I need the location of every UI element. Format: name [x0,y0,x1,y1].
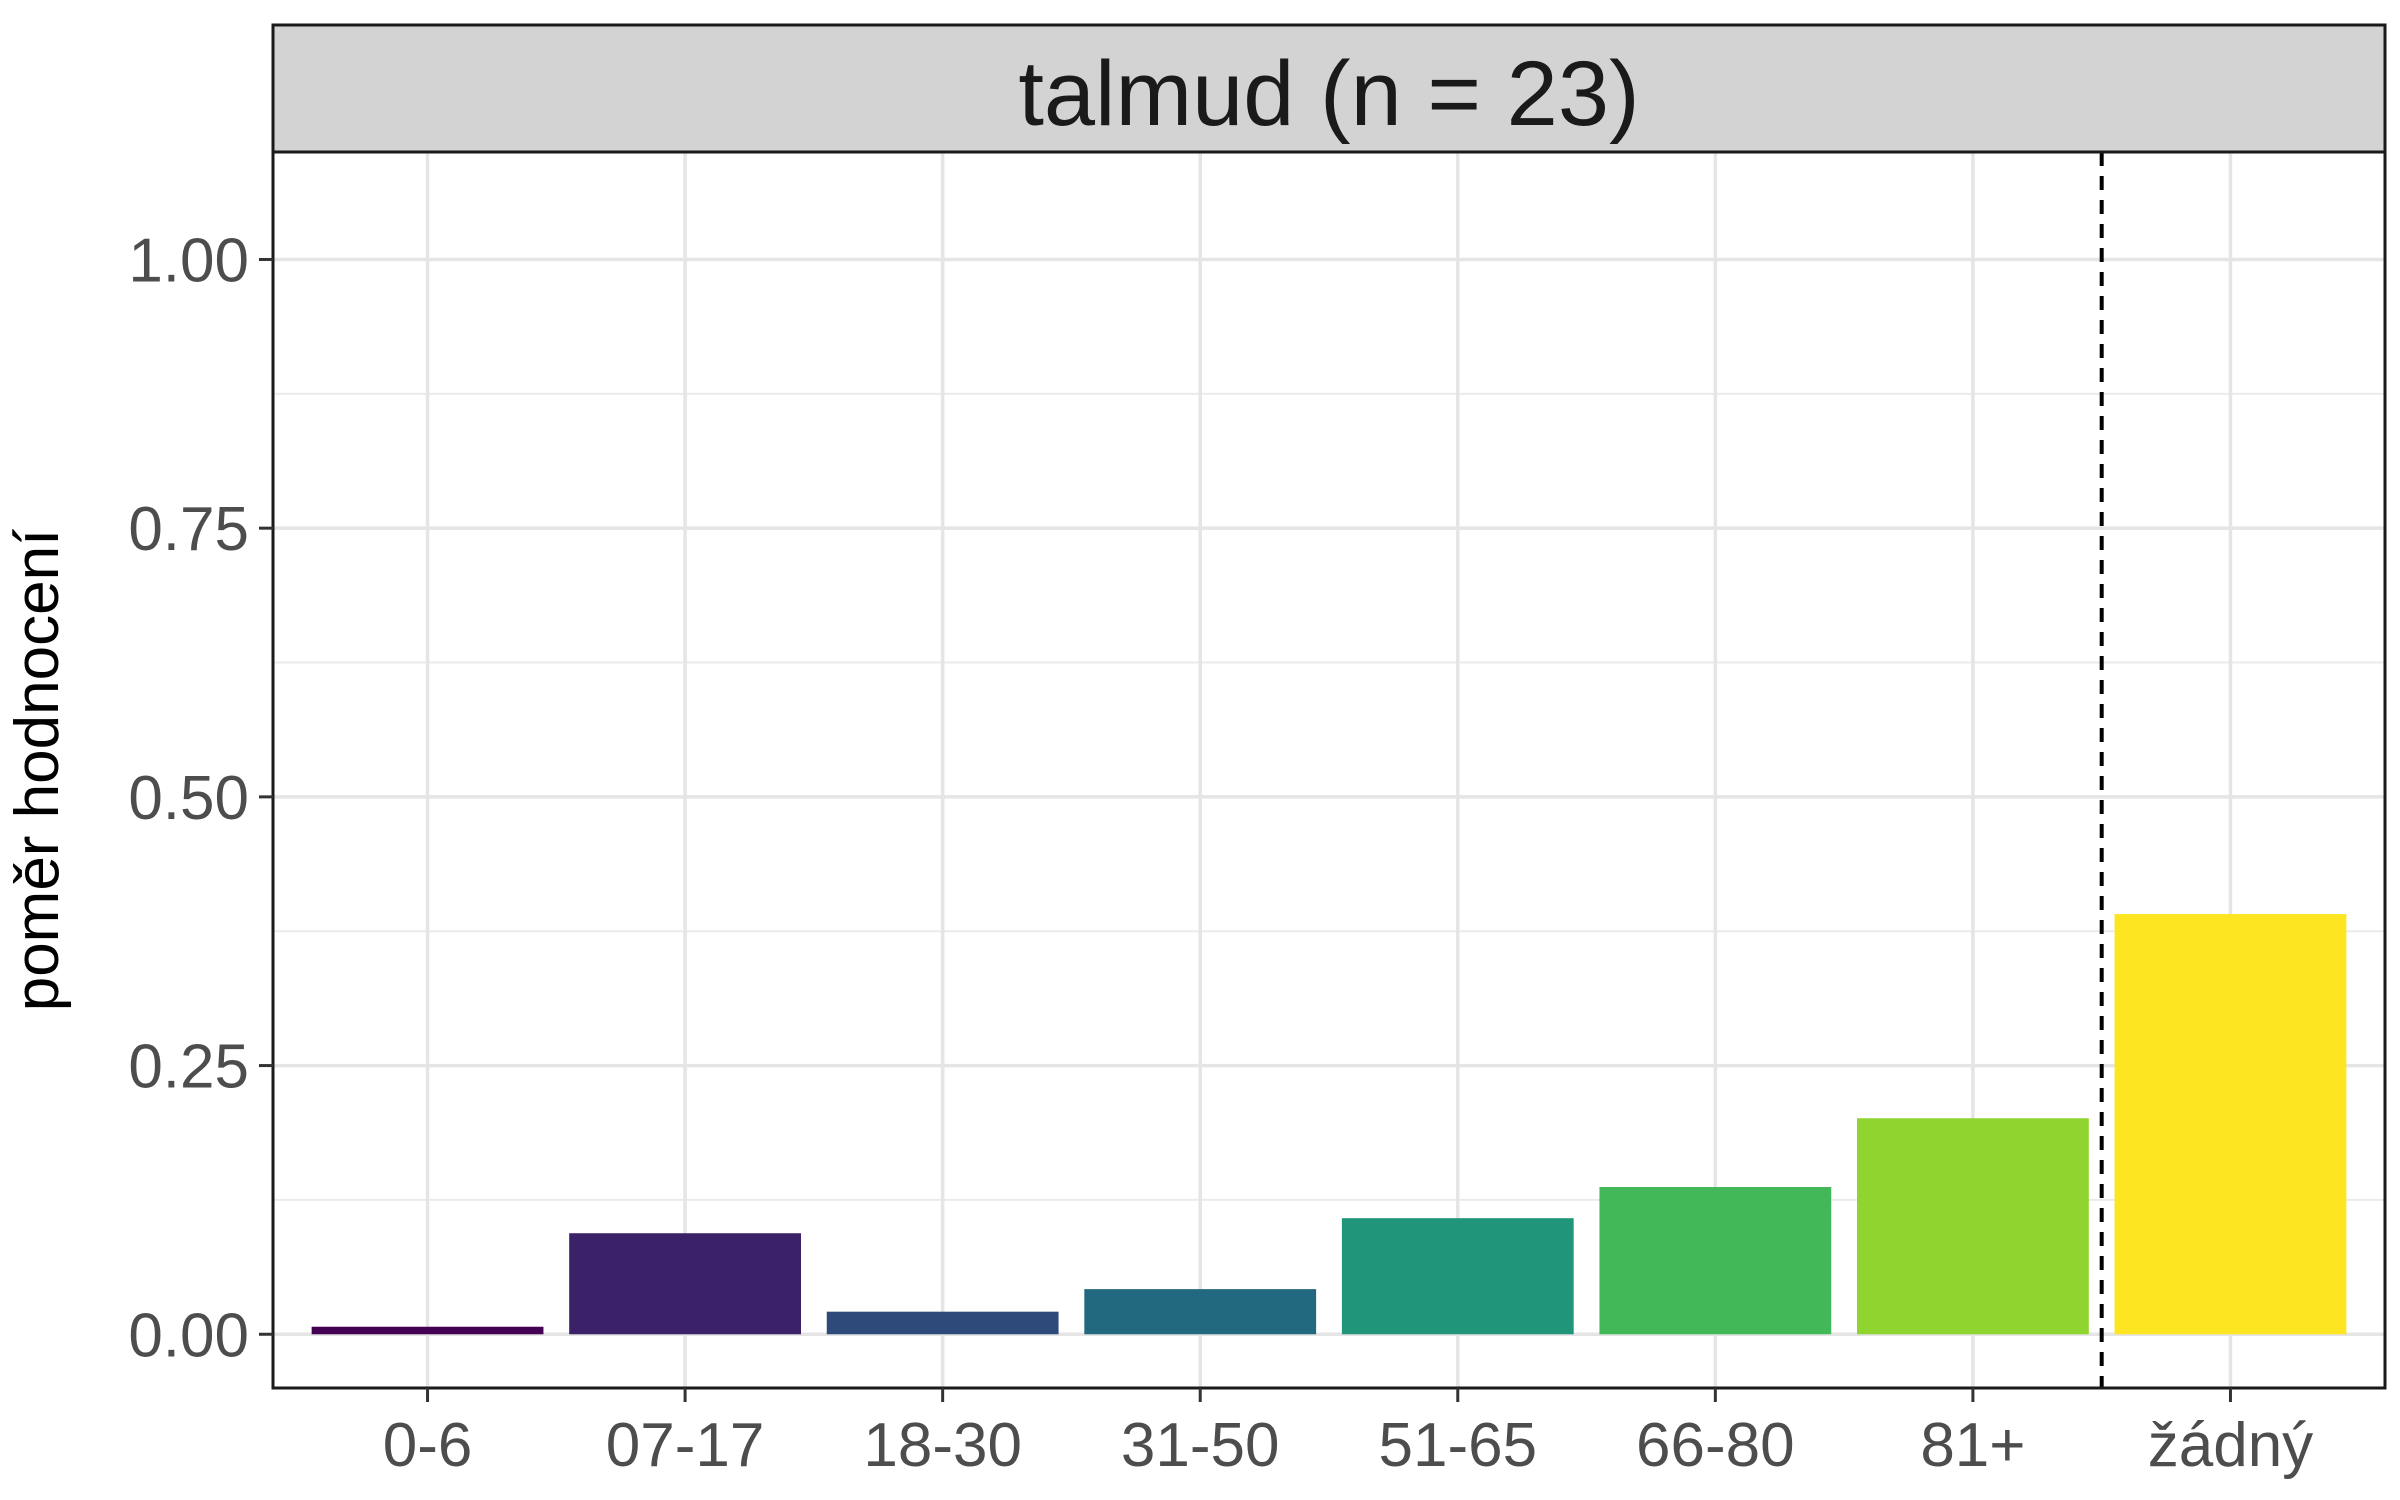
x-tick-label: 51-65 [1378,1411,1537,1480]
x-tick-label: 66-80 [1636,1411,1795,1480]
grid-major [273,152,2385,1388]
bar-66-80 [1599,1187,1832,1335]
x-tick-label: 18-30 [863,1411,1022,1480]
y-axis: 0.00 0.25 0.50 0.75 1.00 [128,226,273,1370]
y-tick-label: 0.00 [128,1301,249,1370]
bar-žádný [2114,914,2347,1335]
x-tick-label: 31-50 [1121,1411,1280,1480]
x-tick-label: žádný [2148,1411,2313,1480]
bars [311,914,2347,1335]
x-tick-label: 81+ [1920,1411,2025,1480]
facet-strip [271,23,2387,154]
bar-31-50 [1084,1289,1317,1335]
y-tick-label: 0.50 [128,764,249,833]
y-tick-label: 0.75 [128,495,249,564]
grid-minor [273,392,2385,1201]
y-tick-label: 1.00 [128,226,249,295]
x-axis: 0-6 07-17 18-30 31-50 51-65 66-80 81+ žádný [383,1388,2313,1480]
y-tick-label: 0.25 [128,1033,249,1102]
panel-border [271,150,2387,1390]
bar-81+ [1857,1118,2089,1335]
bar-0-6 [311,1326,544,1335]
x-tick-label: 07-17 [606,1411,765,1480]
x-tick-label: 0-6 [383,1411,473,1480]
bar-07-17 [569,1233,801,1335]
bar-18-30 [826,1311,1059,1335]
bar-51-65 [1341,1218,1574,1335]
facet-title: talmud (n = 23) [1018,43,1639,145]
y-axis-title: poměr hodnocení [3,529,72,1012]
